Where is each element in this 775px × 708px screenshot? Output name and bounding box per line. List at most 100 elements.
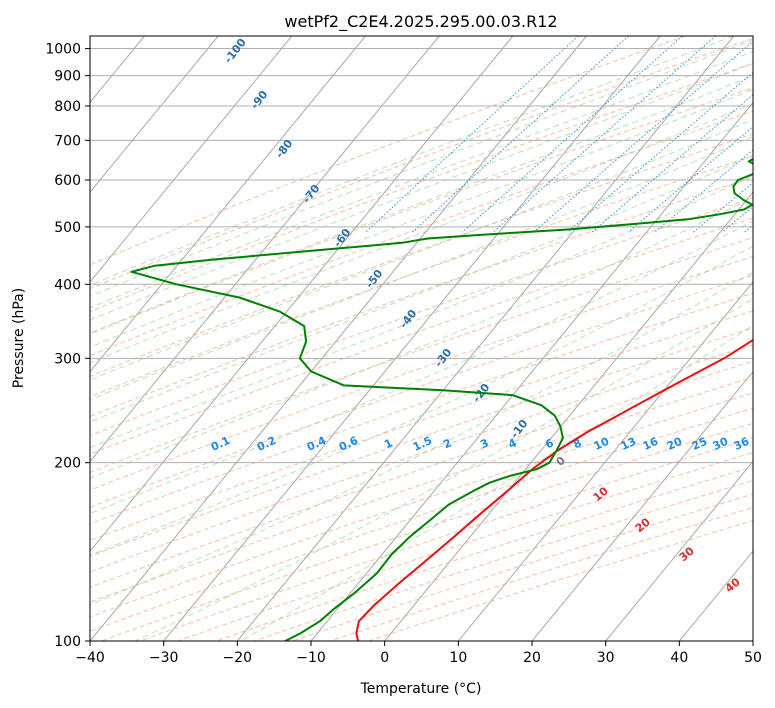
- dry-adiabat-line: [90, 176, 753, 417]
- moist-adiabat-label: 30: [677, 544, 697, 564]
- y-tick-label: 1000: [45, 42, 81, 58]
- dry-adiabat-line: [90, 37, 753, 290]
- mixing-ratio-line: [462, 36, 683, 233]
- dry-adiabat-line: [90, 327, 753, 557]
- mixing-ratio-label: 25: [690, 435, 709, 453]
- x-tick-label: 30: [597, 650, 615, 666]
- moist-adiabat-line: [90, 75, 753, 334]
- moist-adiabat-line: [134, 298, 753, 641]
- mixing-ratio-label: 6: [543, 436, 556, 451]
- dry-adiabat-line: [90, 36, 686, 266]
- dry-adiabat-line: [90, 344, 753, 573]
- x-tick-label: 0: [380, 650, 389, 666]
- mixing-ratio-line: [567, 71, 753, 233]
- moist-adiabat-line: [90, 271, 753, 606]
- isotherm-line: [90, 36, 219, 193]
- y-tick-label: 600: [54, 173, 81, 189]
- dry-adiabat-line: [90, 376, 753, 603]
- isotherm-line: [678, 550, 753, 641]
- isotherm-line: [605, 460, 753, 641]
- dry-adiabat-label: -100: [222, 36, 249, 66]
- moist-adiabat-line: [90, 36, 734, 286]
- chart-title: wetPf2_C2E4.2025.295.00.03.R12: [284, 12, 557, 32]
- isotherm-line: [163, 36, 661, 641]
- mixing-ratio-line: [492, 36, 716, 233]
- moist-adiabat-label: 20: [633, 515, 653, 535]
- temperature-trace: [355, 338, 753, 641]
- y-tick-label: 900: [54, 69, 81, 85]
- mixing-ratio-label: 1: [382, 436, 394, 451]
- mixing-ratio-label: 16: [641, 435, 661, 453]
- dry-adiabat-line: [90, 407, 753, 632]
- y-axis-label: Pressure (hPa): [11, 288, 27, 388]
- moist-adiabat-line: [90, 39, 753, 297]
- moist-adiabat-line: [90, 154, 753, 423]
- x-tick-label: −40: [75, 650, 105, 666]
- mixing-ratio-label: 1.5: [411, 434, 434, 454]
- mixing-ratio-line: [627, 126, 753, 233]
- moist-adiabat-line: [90, 196, 753, 479]
- mixing-ratio-label: 10: [592, 435, 612, 453]
- plot-frame: [89, 35, 754, 642]
- y-tick-label: 300: [54, 351, 81, 367]
- isotherm-line: [90, 36, 440, 463]
- mixing-ratio-label: 36: [732, 435, 752, 453]
- moist-adiabat-line: [90, 118, 753, 381]
- moist-adiabat-label: 0: [554, 454, 568, 469]
- dry-adiabat-label: -30: [432, 346, 455, 370]
- x-tick-label: −10: [296, 650, 326, 666]
- dry-adiabat-line: [90, 87, 753, 335]
- isotherm-line: [236, 36, 735, 641]
- curve-labels: 0.1 0.2 0.4 0.6 1 1.5 2 3 4 6 8 10 13 16 20 25 30 36-100-…: [209, 36, 752, 595]
- dry-adiabat-label: -40: [397, 307, 420, 331]
- x-tick-label: 40: [670, 650, 688, 666]
- moist-adiabat-label: 40: [723, 575, 743, 595]
- y-tick-label: 700: [54, 133, 81, 149]
- sounding-traces: [130, 157, 753, 641]
- isotherm-line: [752, 640, 753, 641]
- x-tick-label: 50: [744, 650, 762, 666]
- mixing-ratio-line: [365, 36, 579, 233]
- x-tick-label: −30: [149, 650, 179, 666]
- moist-adiabat-line: [90, 62, 753, 321]
- mixing-ratio-label: 0.2: [255, 434, 278, 454]
- mixing-ratio-label: 20: [665, 435, 685, 453]
- x-axis-label: Temperature (°C): [360, 681, 482, 697]
- y-tick-label: 800: [54, 99, 81, 115]
- dry-adiabat-line: [90, 392, 753, 618]
- y-tick-label: 200: [54, 456, 81, 472]
- x-tick-label: 20: [523, 650, 541, 666]
- moist-adiabat-line: [90, 135, 753, 401]
- y-tick-label: 500: [54, 220, 81, 236]
- dry-adiabat-label: -50: [363, 267, 386, 291]
- mixing-ratio-label: 0.1: [209, 434, 232, 454]
- moist-adiabat-line: [90, 220, 753, 515]
- dry-adiabat-label: -60: [331, 226, 354, 250]
- isotherm-line: [384, 191, 753, 641]
- isotherm-line: [531, 370, 753, 641]
- mixing-ratio-line: [412, 36, 629, 233]
- y-tick-label: 100: [54, 634, 81, 650]
- dewpoint-trace: [130, 157, 753, 641]
- moist-adiabat-line: [240, 324, 753, 641]
- isotherm-line: [90, 36, 366, 373]
- moist-adiabat-line: [90, 174, 753, 449]
- isotherm-line: [310, 101, 753, 641]
- x-tick-label: −20: [223, 650, 253, 666]
- mixing-ratio-line: [693, 182, 753, 233]
- mixing-ratio-line: [654, 149, 753, 233]
- dry-adiabat-line: [90, 310, 753, 541]
- isotherm-line: [90, 36, 293, 283]
- dry-adiabat-line: [90, 133, 753, 378]
- mixing-ratio-label: 13: [619, 435, 638, 453]
- mixing-ratio-line: [591, 94, 753, 233]
- background-lines: [90, 36, 753, 641]
- mixing-ratio-label: 0.4: [305, 434, 328, 454]
- x-tick-label: 10: [449, 650, 467, 666]
- axis-ticks: −40 −30 −20 −10 0 10 20 30 40 5010020030040050060…: [45, 42, 762, 666]
- isotherm-line: [457, 281, 753, 641]
- isotherm-line: [90, 36, 514, 553]
- mixing-ratio-label: 30: [711, 435, 731, 453]
- dry-adiabat-label: -90: [248, 88, 271, 112]
